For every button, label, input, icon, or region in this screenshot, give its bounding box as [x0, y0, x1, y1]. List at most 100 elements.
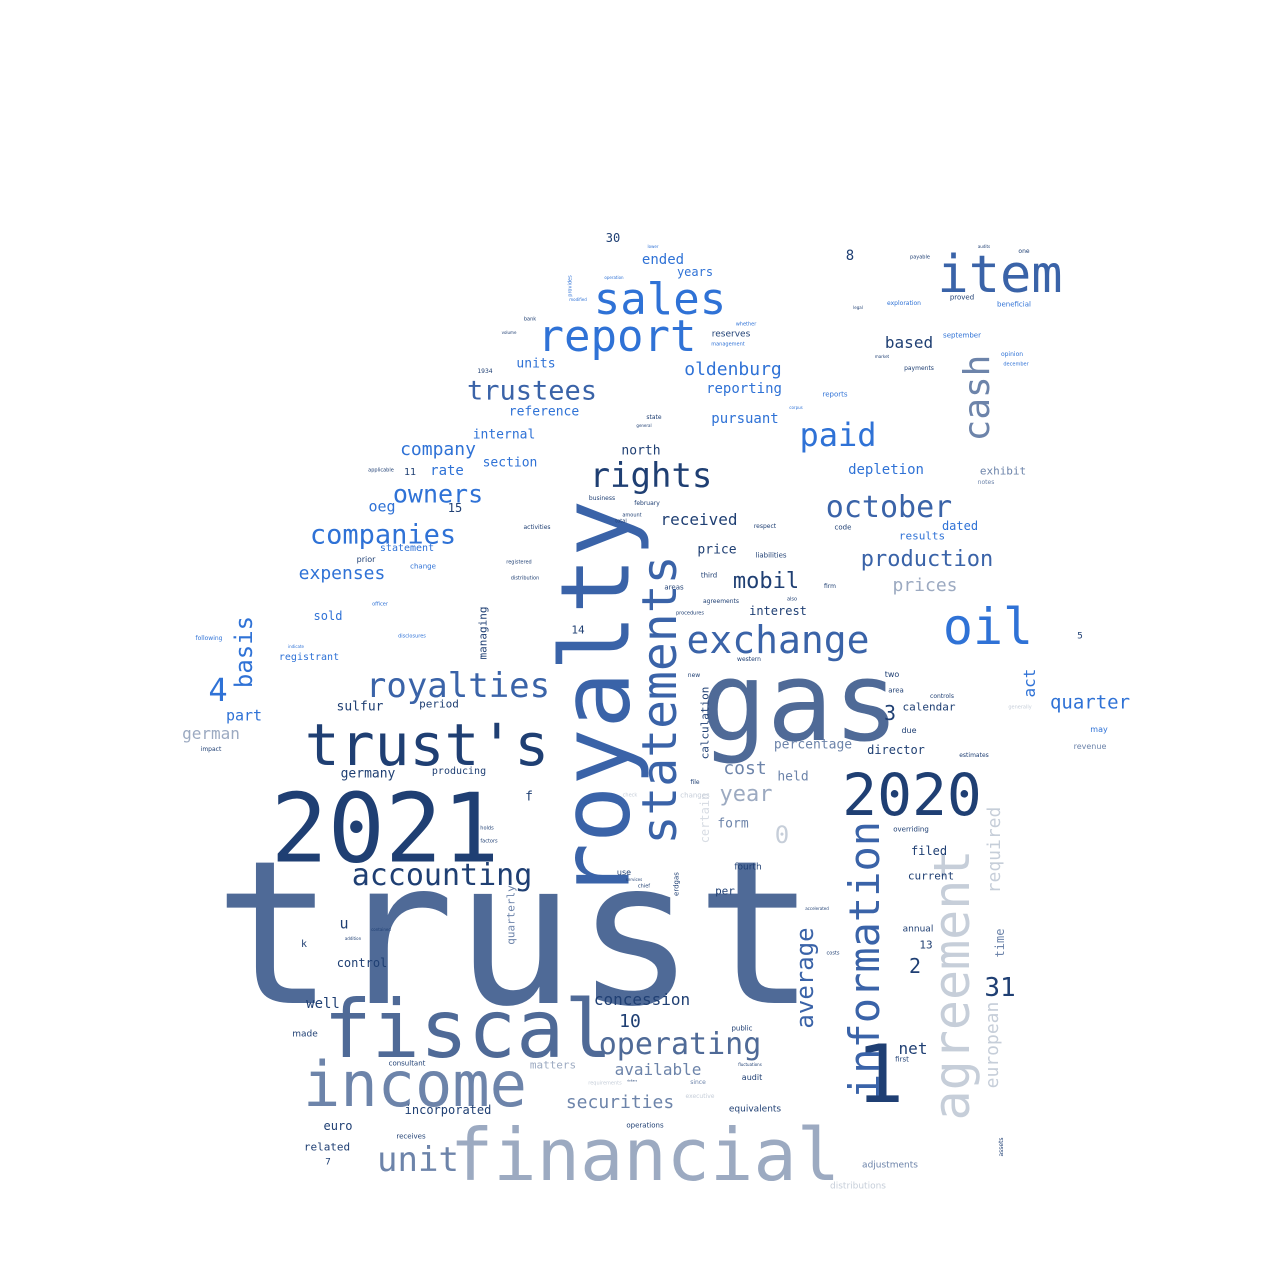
cloud-word: registrant	[278, 652, 340, 663]
cloud-word: gas	[700, 638, 900, 766]
cloud-word: distribution	[510, 575, 540, 582]
cloud-word: 11	[403, 467, 417, 478]
cloud-word: 13	[919, 938, 933, 952]
cloud-word: may	[1090, 725, 1108, 734]
cloud-word: changes	[680, 791, 710, 800]
cloud-word: producing	[431, 766, 487, 777]
cloud-word: section	[482, 455, 538, 471]
cloud-word: opinion	[1000, 351, 1024, 358]
cloud-word: control	[336, 956, 388, 970]
cloud-word: generally	[1008, 704, 1032, 711]
cloud-word: director	[867, 743, 925, 757]
cloud-word: managing	[476, 606, 490, 660]
cloud-word: filed	[910, 844, 948, 858]
cloud-word: pursuant	[711, 411, 779, 427]
cloud-word: per	[715, 884, 735, 898]
cloud-word: k	[300, 939, 308, 950]
cloud-word: u	[339, 914, 349, 933]
cloud-word: since	[690, 1079, 706, 1086]
cloud-word: 30	[605, 231, 621, 245]
cloud-word: addition	[344, 936, 362, 941]
cloud-word: procedures	[676, 610, 704, 617]
cloud-word: interest	[749, 604, 807, 618]
cloud-word: check	[622, 792, 638, 799]
cloud-word: sales	[593, 274, 727, 325]
cloud-word: royalties	[365, 666, 551, 706]
cloud-word: ended	[641, 252, 685, 268]
cloud-word: certain	[698, 792, 712, 844]
cloud-word: units	[516, 356, 556, 372]
cloud-word: total	[615, 518, 627, 525]
cloud-word: market	[874, 354, 890, 359]
cloud-word: rights	[589, 456, 713, 496]
cloud-word: exploration	[887, 300, 921, 307]
cloud-word: requirements	[588, 1080, 622, 1087]
cloud-word: statement	[379, 543, 435, 554]
cloud-word: received	[660, 510, 738, 529]
cloud-word: 10	[619, 1011, 641, 1032]
cloud-word: 2	[908, 954, 922, 978]
cloud-word: file	[690, 779, 700, 786]
cloud-word: unit	[377, 1140, 459, 1180]
cloud-word: securities	[565, 1092, 675, 1113]
cloud-word: cash	[957, 354, 998, 442]
cloud-word: impact	[200, 746, 222, 753]
cloud-word: well	[306, 996, 340, 1012]
cloud-word: german	[182, 724, 240, 743]
cloud-word: lower	[647, 244, 659, 249]
cloud-word: prices	[892, 575, 958, 596]
cloud-word: average	[791, 927, 819, 1029]
cloud-word: beneficial	[997, 300, 1031, 309]
cloud-word: bank	[523, 316, 537, 323]
cloud-word: consultant	[388, 1059, 426, 1068]
cloud-word: time	[993, 928, 1007, 958]
cloud-word: legal	[853, 305, 863, 310]
cloud-word: percentage	[773, 737, 853, 753]
cloud-word: mobil	[732, 569, 800, 594]
cloud-word: oeg	[368, 497, 396, 516]
cloud-word: new	[687, 672, 701, 679]
cloud-word: distributions	[830, 1181, 886, 1192]
cloud-word: dated	[941, 519, 979, 533]
cloud-word: information	[840, 820, 889, 1100]
cloud-word: net	[898, 1039, 928, 1058]
cloud-word: prior	[356, 555, 376, 564]
cloud-word: firm	[824, 583, 836, 590]
cloud-word: modified	[569, 297, 587, 302]
cloud-word: fiscal	[323, 983, 613, 1076]
cloud-word: services	[625, 877, 643, 882]
cloud-word: 4	[208, 671, 228, 709]
cloud-word: 2021	[270, 774, 500, 885]
cloud-word: business	[588, 495, 616, 502]
cloud-word: proved	[949, 293, 975, 302]
cloud-word: use	[616, 868, 632, 877]
cloud-word: statements	[632, 555, 688, 845]
cloud-word: receives	[396, 1132, 426, 1141]
cloud-word: disclosures	[398, 633, 426, 640]
cloud-word: calculation	[698, 686, 712, 760]
cloud-word: oldenburg	[684, 359, 782, 380]
cloud-word: first	[895, 1055, 909, 1064]
cloud-word: whether	[735, 321, 757, 328]
cloud-word: equivalents	[728, 1104, 782, 1115]
cloud-word: dollars	[626, 1078, 638, 1083]
cloud-word: report	[537, 311, 697, 362]
cloud-word: 8	[845, 248, 855, 264]
cloud-word: notes	[977, 479, 995, 486]
cloud-word: two	[884, 670, 900, 679]
cloud-word: trust	[213, 818, 817, 1051]
cloud-word: operation	[604, 275, 624, 280]
cloud-word: indicate	[288, 644, 304, 649]
cloud-word: corpus	[789, 405, 803, 410]
cloud-word: general	[636, 423, 652, 428]
cloud-word: european	[982, 1001, 1003, 1089]
cloud-word: production	[860, 547, 994, 572]
cloud-word: chief	[637, 883, 651, 890]
cloud-word: owners	[392, 479, 484, 509]
cloud-word: operations	[626, 1121, 664, 1130]
cloud-word: annual	[902, 924, 934, 935]
cloud-word: factors	[480, 838, 498, 845]
cloud-word: 1	[855, 1028, 905, 1121]
cloud-word: basis	[230, 615, 258, 689]
cloud-word: estimates	[959, 752, 989, 759]
